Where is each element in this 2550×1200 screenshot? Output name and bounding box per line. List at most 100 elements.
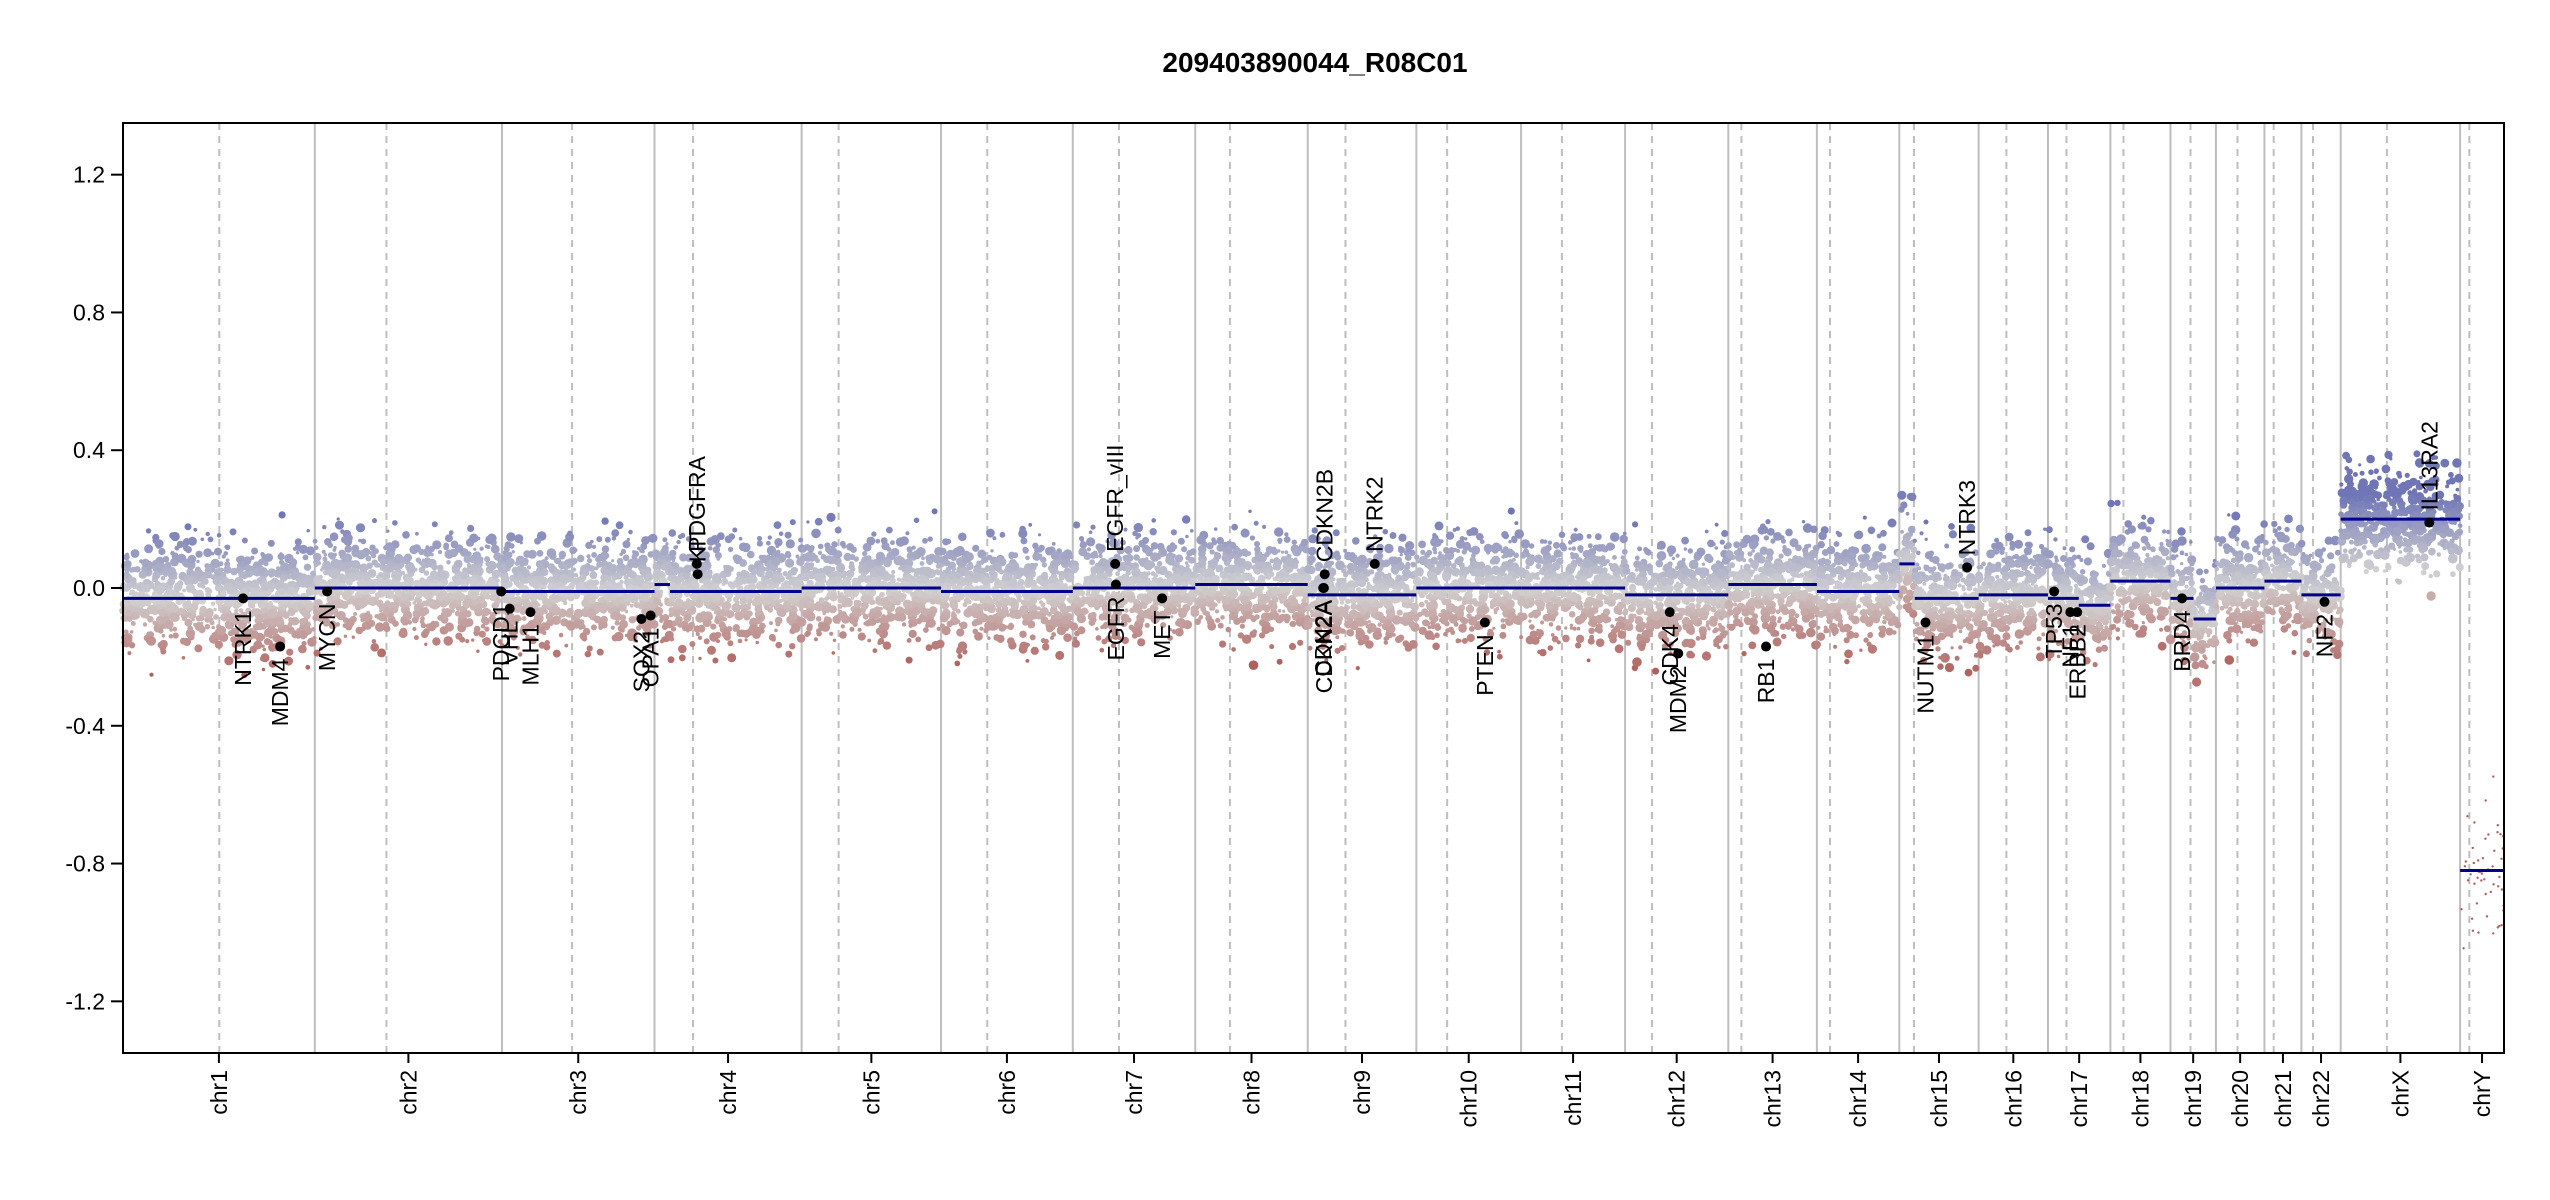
probe-point: [1007, 637, 1015, 645]
probe-point: [263, 638, 271, 646]
probe-point: [204, 609, 213, 618]
probe-point: [469, 533, 479, 543]
probe-point: [747, 602, 752, 607]
probe-point: [943, 559, 951, 567]
probe-point: [415, 531, 419, 536]
probe-point: [235, 633, 241, 638]
probe-point: [610, 625, 615, 630]
probe-point: [1252, 629, 1258, 635]
probe-point: [184, 601, 192, 609]
probe-point: [134, 566, 141, 573]
probe-point: [286, 573, 292, 580]
probe-point: [1132, 603, 1142, 613]
probe-point: [875, 538, 881, 544]
probe-point: [278, 588, 285, 595]
probe-point: [773, 582, 779, 588]
probe-point: [784, 531, 792, 539]
probe-point: [1002, 572, 1012, 582]
probe-point: [1213, 552, 1222, 560]
probe-point: [862, 542, 872, 552]
probe-point: [880, 615, 888, 624]
probe-point: [1174, 600, 1180, 606]
probe-point: [1137, 625, 1143, 630]
probe-point: [1237, 558, 1246, 566]
probe-point: [1272, 562, 1279, 569]
probe-point: [404, 553, 412, 562]
probe-point: [444, 549, 454, 559]
probe-point: [676, 539, 681, 545]
probe-point: [684, 599, 694, 609]
probe-point: [832, 638, 837, 642]
probe-point: [1091, 570, 1097, 575]
probe-point: [181, 560, 187, 566]
probe-point: [187, 554, 197, 564]
probe-point: [584, 563, 591, 569]
probe-point: [1069, 622, 1079, 631]
probe-point: [940, 572, 947, 579]
probe-point: [222, 608, 228, 614]
probe-point: [329, 532, 339, 541]
probe-point: [302, 546, 309, 553]
probe-point: [379, 558, 387, 566]
probe-point: [807, 563, 814, 571]
probe-point: [1086, 547, 1091, 552]
probe-point: [140, 600, 145, 605]
probe-point: [386, 579, 394, 586]
probe-point: [1144, 580, 1151, 586]
probe-point: [669, 595, 676, 602]
probe-point: [1182, 515, 1191, 524]
probe-point: [1156, 560, 1163, 567]
probe-point: [836, 562, 846, 573]
probe-point: [425, 545, 430, 549]
probe-point: [987, 606, 995, 613]
probe-point: [287, 569, 292, 574]
probe-point: [736, 629, 744, 638]
probe-point: [341, 575, 347, 581]
probe-point: [670, 626, 677, 632]
probe-point: [753, 596, 762, 605]
probe-point: [1055, 614, 1059, 619]
probe-point: [827, 556, 836, 565]
probe-point: [182, 538, 191, 546]
probe-point: [868, 588, 877, 597]
probe-point: [877, 576, 882, 581]
probe-point: [1065, 627, 1069, 632]
probe-point: [1044, 592, 1053, 601]
probe-point: [796, 617, 807, 627]
probe-point: [1076, 589, 1080, 594]
probe-point: [656, 558, 663, 565]
probe-point: [257, 599, 267, 609]
probe-point: [695, 631, 700, 637]
probe-point: [978, 620, 983, 625]
probe-point: [216, 533, 222, 538]
probe-point: [1249, 535, 1255, 541]
probe-point: [806, 612, 816, 622]
probe-point: [639, 568, 646, 575]
probe-point: [497, 563, 507, 574]
probe-point: [172, 632, 179, 639]
probe-point: [218, 561, 224, 567]
probe-point: [1076, 614, 1086, 624]
probe-point: [1206, 618, 1215, 626]
probe-point: [311, 627, 316, 632]
probe-point: [443, 542, 450, 549]
probe-point: [703, 638, 710, 645]
probe-point: [537, 562, 544, 570]
probe-point: [839, 540, 846, 547]
probe-point: [1025, 555, 1030, 561]
probe-point: [205, 531, 210, 537]
probe-point: [566, 621, 576, 631]
probe-point: [723, 564, 733, 574]
probe-point: [1025, 642, 1030, 647]
probe-point: [586, 608, 597, 619]
probe-point: [275, 616, 284, 625]
probe-point: [453, 567, 459, 573]
probe-point: [1254, 614, 1260, 620]
probe-point: [344, 545, 353, 553]
probe-point: [1284, 550, 1289, 555]
probe-point: [376, 574, 380, 579]
probe-point: [386, 551, 393, 558]
probe-point: [438, 550, 443, 555]
probe-point: [577, 554, 585, 563]
probe-point: [1288, 642, 1297, 651]
